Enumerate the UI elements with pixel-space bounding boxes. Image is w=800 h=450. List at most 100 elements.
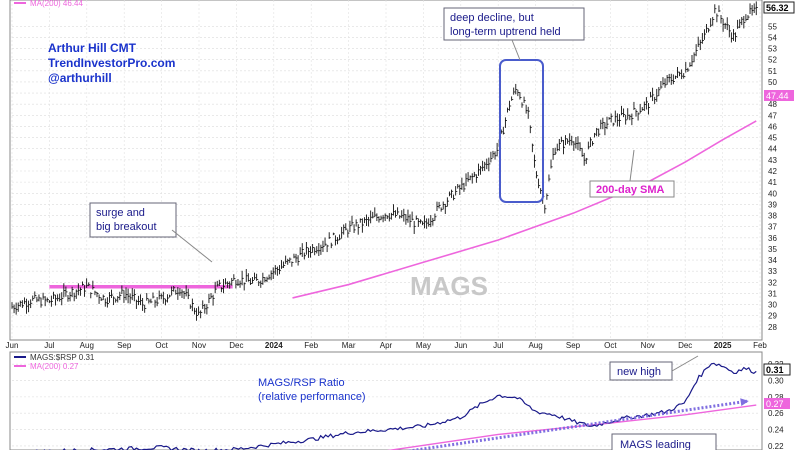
price-bar xyxy=(706,24,709,33)
price-bar xyxy=(589,137,593,148)
price-bar xyxy=(272,267,275,280)
annotation-breakout: surge and big breakout xyxy=(89,202,213,263)
price-bar xyxy=(150,298,153,304)
price-bar xyxy=(241,270,244,286)
price-bar xyxy=(26,298,29,314)
price-bar xyxy=(627,108,630,120)
price-bar xyxy=(386,215,389,220)
price-bar xyxy=(295,253,298,263)
price-bar xyxy=(536,171,539,179)
price-bar xyxy=(308,247,311,258)
price-y-tick: 39 xyxy=(768,200,777,209)
price-bar xyxy=(409,214,412,228)
price-bar xyxy=(604,122,607,136)
price-bar xyxy=(407,209,410,223)
credit-line-2: TrendInvestorPro.com xyxy=(48,56,175,70)
price-y-tick: 33 xyxy=(768,267,777,276)
price-bar xyxy=(19,300,22,307)
price-bar xyxy=(183,290,186,299)
price-bar xyxy=(347,229,350,238)
price-bar xyxy=(40,297,43,308)
price-bar xyxy=(119,291,122,301)
price-bar xyxy=(424,215,427,229)
author-credit: Arthur Hill CMT TrendInvestorPro.com @ar… xyxy=(48,41,175,85)
price-bar xyxy=(444,203,447,214)
price-bar xyxy=(146,293,149,301)
price-bar xyxy=(196,308,199,321)
x-tick-label: Mar xyxy=(342,341,356,350)
price-bar xyxy=(533,154,537,168)
price-bar xyxy=(529,125,532,134)
ratio-last-label: 0.31 xyxy=(766,365,784,375)
price-bar xyxy=(357,224,360,235)
price-bar xyxy=(737,19,740,29)
price-bar xyxy=(722,18,725,32)
price-bar xyxy=(523,96,526,103)
last-price-label: 56.32 xyxy=(766,3,789,13)
price-bar xyxy=(641,107,644,111)
x-tick-label: Feb xyxy=(753,341,767,350)
price-bar xyxy=(86,278,89,288)
price-bar xyxy=(666,75,669,85)
x-tick-label: May xyxy=(416,341,431,350)
price-bar xyxy=(459,184,462,195)
price-bar xyxy=(287,258,290,265)
price-bar xyxy=(142,297,145,311)
price-bar xyxy=(434,213,437,221)
price-bar xyxy=(708,28,711,33)
price-bar xyxy=(28,300,31,313)
price-bar xyxy=(50,295,53,307)
ratio-y-tick: 0.22 xyxy=(768,442,784,450)
price-bar xyxy=(730,32,733,43)
price-bar xyxy=(223,279,226,294)
price-bar xyxy=(13,304,16,314)
price-bar xyxy=(755,1,758,16)
price-y-axis: 28 29 30 31 32 33 34 35 36 37 38 39 40 41 42 43 44 45 46 47… xyxy=(768,22,777,332)
price-bar xyxy=(156,296,159,307)
price-bar xyxy=(299,247,302,256)
price-bar xyxy=(48,300,51,304)
price-bar xyxy=(701,33,704,44)
price-bar xyxy=(175,289,178,295)
price-bar xyxy=(629,114,632,121)
price-bar xyxy=(339,234,342,241)
annotation-sma-text: 200-day SMA xyxy=(596,184,665,196)
price-bar xyxy=(681,69,684,80)
price-bar xyxy=(104,298,107,307)
x-tick-label: Oct xyxy=(155,341,168,350)
price-y-tick: 35 xyxy=(768,245,777,254)
price-bar xyxy=(55,294,58,306)
price-y-tick: 48 xyxy=(768,100,777,109)
annotation-ratio-line-2: (relative performance) xyxy=(258,391,366,403)
price-bar xyxy=(53,291,56,300)
x-tick-label: Feb xyxy=(304,341,318,350)
price-bar xyxy=(320,244,323,255)
price-y-tick: 51 xyxy=(768,67,777,76)
price-y-tick: 31 xyxy=(768,289,777,298)
price-bar xyxy=(538,178,541,189)
price-bar xyxy=(237,278,240,287)
annotation-ratio: MAGS/RSP Ratio (relative performance) xyxy=(258,377,366,403)
price-bar xyxy=(363,217,367,224)
price-bar xyxy=(270,270,273,281)
x-tick-label: Aug xyxy=(80,341,94,350)
trend-arrow-shaft xyxy=(405,399,749,450)
price-bar xyxy=(77,283,80,296)
price-bar xyxy=(739,19,742,29)
price-y-tick: 42 xyxy=(768,167,777,176)
price-bar xyxy=(98,294,101,304)
price-bar xyxy=(598,128,601,137)
x-tick-label: Oct xyxy=(604,341,617,350)
price-bar xyxy=(556,143,559,152)
price-bar xyxy=(113,296,116,306)
price-bar xyxy=(384,213,387,221)
annotation-newhigh-text: new high xyxy=(617,366,661,378)
price-bar xyxy=(550,159,553,169)
price-bar xyxy=(152,292,155,299)
price-bar xyxy=(181,289,184,298)
price-bar xyxy=(231,277,234,286)
price-bar xyxy=(405,214,408,225)
trend-arrow xyxy=(405,398,749,450)
price-bar xyxy=(332,232,335,236)
price-bar xyxy=(285,255,288,264)
